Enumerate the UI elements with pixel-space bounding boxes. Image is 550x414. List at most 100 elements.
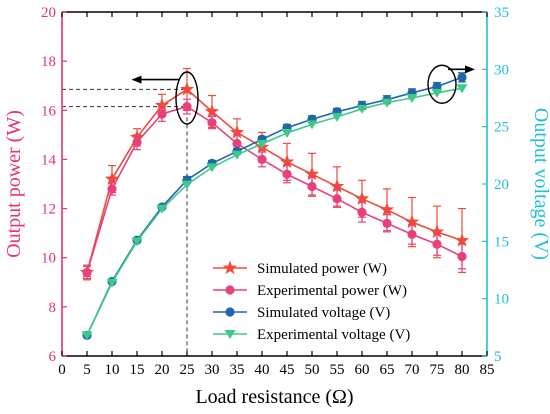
data-point [106,278,118,288]
data-point [307,181,317,192]
data-point [207,117,217,128]
y-left-axis-title: Output power (W) [3,110,25,258]
x-tick-label: 40 [255,362,270,378]
data-point [206,163,218,173]
x-tick-label: 0 [58,362,66,378]
data-point [331,112,343,122]
y-left-tick-label: 14 [41,152,57,168]
data-point [406,94,418,103]
data-point [332,194,342,204]
y-left-tick-label: 10 [41,251,56,267]
data-point [256,139,268,149]
data-point [429,224,445,238]
data-point [104,171,120,186]
arrow-right-icon [465,65,475,74]
data-point [279,154,295,168]
data-point [257,154,267,165]
highlight-ellipse-voltage [427,64,457,104]
x-tick-label: 60 [355,362,370,378]
axes: 0 5 10 15 20 25 30 35 40 45 50 55 60 65 70 75 80 85 6 8 10 12… [3,5,550,408]
y-left-tick-label: 16 [41,103,57,119]
legend-label: Experimental power (W) [257,283,407,299]
legend-label: Simulated voltage (V) [257,305,390,321]
highlight-ellipse-power [175,71,199,125]
x-tick-label: 45 [280,362,295,378]
series-line [86,76,463,336]
data-point [281,128,293,138]
data-point [204,104,220,118]
data-point [231,150,243,160]
y-left-tick-label: 12 [41,202,56,218]
data-point [282,169,292,179]
legend-marker [222,260,238,275]
data-point [432,239,442,249]
data-point [179,81,195,96]
x-tick-label: 5 [83,362,91,378]
legend-label: Simulated power (W) [257,261,387,277]
y-right-tick-label: 10 [494,292,509,308]
data-point [381,98,393,108]
data-point [379,202,395,216]
legend-marker [225,285,235,295]
series-layer [79,67,470,341]
x-tick-label: 20 [155,362,170,378]
y-right-tick-label: 35 [494,5,509,21]
x-tick-label: 65 [380,362,395,378]
x-tick-label: 35 [230,362,245,378]
data-point [357,207,367,217]
annotations [131,64,475,125]
y-left-tick-label: 8 [49,300,57,316]
data-point [432,81,442,92]
x-tick-label: 25 [180,362,195,378]
data-point [382,218,392,228]
x-tick-label: 80 [455,362,470,378]
legend-marker [224,330,236,339]
legend: Simulated power (W) Experimental power (W… [213,260,410,343]
data-point [329,178,345,193]
series-simulated-voltage [82,72,467,340]
x-tick-label: 50 [305,362,320,378]
x-tick-label: 30 [205,362,220,378]
x-tick-label: 55 [330,362,345,378]
legend-marker [225,307,235,317]
data-point [431,88,443,98]
y-right-tick-label: 5 [494,349,502,365]
x-tick-label: 75 [430,362,445,378]
y-left-tick-label: 20 [41,5,56,21]
data-point [181,180,193,190]
y-left-tick-label: 6 [49,349,57,365]
data-point [131,237,143,247]
series-line [86,105,463,273]
data-point [107,184,117,194]
x-tick-label: 85 [480,362,495,378]
y-right-tick-label: 20 [494,177,509,193]
data-point [306,120,318,130]
legend-item-experimental-power: Experimental power (W) [213,283,407,299]
data-point [404,214,420,229]
y-right-tick-label: 25 [494,120,509,136]
data-point [157,109,167,119]
legend-item-simulated-voltage: Simulated voltage (V) [213,305,390,321]
data-point [82,267,92,278]
reference-lines [62,88,188,356]
data-point [182,102,192,112]
data-point [456,84,468,94]
series-experimental-voltage [81,84,468,341]
y-right-tick-label: 15 [494,234,509,250]
arrow-left-icon [131,75,142,84]
y-right-axis-title: Output voltage (V) [530,108,550,260]
x-axis-title: Load resistance (Ω) [195,386,353,408]
data-point [132,137,142,147]
x-tick-label: 10 [105,362,120,378]
x-tick-label: 70 [405,362,420,378]
data-point [154,97,170,112]
legend-item-simulated-power: Simulated power (W) [213,260,387,277]
data-point [304,166,320,181]
data-point [407,229,417,239]
legend-label: Experimental voltage (V) [257,327,410,343]
data-point [156,204,168,214]
data-point [232,138,242,149]
data-point [356,104,368,114]
data-point [454,233,470,247]
